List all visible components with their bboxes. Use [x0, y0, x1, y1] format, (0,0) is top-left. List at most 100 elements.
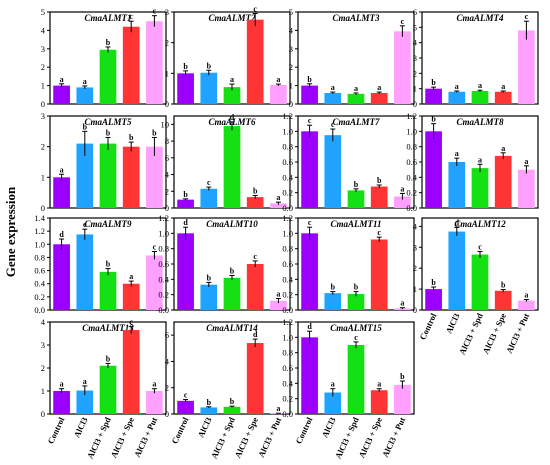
y-tick-label: 0.0 [282, 203, 293, 213]
significance-letter: e [83, 220, 87, 229]
bar-AlCl3 [200, 407, 218, 414]
significance-letter: c [377, 228, 381, 237]
significance-letter: a [354, 84, 358, 93]
significance-letter: a [331, 380, 335, 389]
significance-letter: a [478, 155, 482, 164]
y-tick-label: 4 [413, 38, 418, 48]
bar-Control [177, 199, 194, 208]
y-tick-label: 0 [41, 99, 45, 109]
y-tick-label: 0.0 [34, 305, 45, 315]
y-tick-label: 1.0 [34, 239, 45, 249]
y-tick-label: 2 [413, 68, 417, 78]
panel-title: CmaALMT3 [332, 13, 380, 23]
bar-Control [301, 337, 318, 414]
significance-letter: a [478, 81, 482, 90]
significance-letter: c [401, 17, 405, 26]
bar-AlCl3 + Put [270, 300, 287, 310]
x-tick-label: AlCl3 + Put [256, 415, 283, 458]
bar-AlCl3 [76, 390, 94, 414]
y-tick-label: 2 [165, 383, 169, 393]
y-tick-label: 0.2 [34, 292, 45, 302]
y-tick-label: 0.6 [34, 266, 45, 276]
y-tick-label: 0.8 [282, 142, 293, 152]
bar-AlCl3 + Put [518, 30, 535, 104]
significance-letter: c [253, 5, 257, 14]
y-tick-label: 4 [165, 356, 170, 366]
significance-letter: c [525, 12, 529, 21]
significance-letter: a [331, 83, 335, 92]
significance-letter: b [307, 75, 312, 84]
significance-letter: b [207, 273, 212, 282]
bar-Control [53, 244, 70, 310]
y-tick-label: 2 [41, 363, 45, 373]
bar-AlCl3 [448, 91, 466, 104]
significance-letter: c [354, 333, 358, 342]
significance-letter: b [354, 283, 359, 292]
y-tick-label: 0.8 [282, 348, 293, 358]
bar-AlCl3 + Spd [471, 168, 489, 208]
bar-AlCl3 + Put [394, 384, 411, 414]
significance-letter: b [207, 398, 212, 407]
y-tick-label: 0.6 [282, 259, 293, 269]
y-tick-label: 0.2 [406, 188, 417, 198]
y-tick-label: 5 [413, 22, 417, 32]
bar-AlCl3 + Spd [471, 254, 489, 310]
bar-AlCl3 + Put [270, 203, 287, 208]
y-tick-label: 0 [41, 203, 45, 213]
bar-Control [425, 88, 442, 104]
bar-AlCl3 + Spe [122, 26, 140, 104]
significance-letter: b [431, 78, 436, 87]
y-tick-label: 8 [165, 136, 169, 146]
bar-AlCl3 + Spe [246, 264, 264, 310]
y-tick-label: 6 [165, 153, 169, 163]
significance-letter: a [276, 193, 280, 202]
y-tick-label: 0.2 [282, 394, 293, 404]
y-tick-label: 4 [413, 221, 418, 231]
bar-Control [177, 73, 194, 104]
x-tick-label: AlCl3 [320, 416, 338, 439]
bar-AlCl3 + Spe [246, 19, 264, 105]
x-tick-label: Control [293, 415, 314, 445]
y-axis-label-text: Gene expression [3, 186, 18, 277]
significance-letter: b [431, 115, 436, 124]
y-tick-label: 0.0 [406, 203, 417, 213]
panel-title: CmaALMT5 [84, 117, 132, 127]
panel-CmaALMT6: CmaALMT60246810bcdba [161, 113, 291, 213]
bar-AlCl3 + Put [518, 169, 535, 208]
y-tick-label: 0.8 [34, 252, 45, 262]
significance-letter: c [478, 242, 482, 251]
bar-AlCl3 + Spd [99, 271, 117, 310]
bar-AlCl3 + Spd [347, 293, 365, 310]
bar-Control [177, 400, 194, 414]
y-tick-label: 1 [41, 386, 45, 396]
significance-letter: d [455, 218, 460, 227]
y-tick-label: 1.2 [282, 111, 293, 121]
bar-AlCl3 + Spd [99, 143, 117, 208]
y-axis-label: Gene expression [2, 142, 20, 322]
bar-Control [301, 131, 318, 208]
y-tick-label: 0.0 [282, 305, 293, 315]
bar-AlCl3 + Spe [370, 390, 388, 414]
bar-AlCl3 + Spe [122, 146, 140, 208]
y-tick-label: 0.8 [282, 244, 293, 254]
bar-AlCl3 [76, 87, 94, 104]
y-tick-label: 5 [41, 7, 45, 17]
y-tick-label: 3 [413, 242, 417, 252]
panel-CmaALMT14: CmaALMT14 0 2 4 6 c b b d a [165, 321, 291, 419]
y-tick-label: 0 [165, 99, 169, 109]
bar-AlCl3 [324, 293, 342, 310]
significance-letter: a [276, 290, 280, 299]
bar-AlCl3 + Put [394, 31, 411, 104]
y-tick-label: 1.0 [282, 332, 293, 342]
bar-AlCl3 [200, 188, 218, 208]
y-tick-label: 1 [413, 84, 417, 94]
panel-CmaALMT12: CmaALMT12 0 1 2 3 4 b d c b a [413, 217, 539, 315]
y-tick-label: 0.2 [282, 290, 293, 300]
significance-letter: b [183, 190, 188, 199]
significance-letter: b [354, 180, 359, 189]
y-tick-label: 1.0 [282, 228, 293, 238]
panel-title: CmaALMT8 [456, 117, 504, 127]
significance-letter: a [400, 299, 404, 308]
significance-letter: c [207, 178, 211, 187]
y-tick-label: 1.2 [282, 317, 293, 327]
